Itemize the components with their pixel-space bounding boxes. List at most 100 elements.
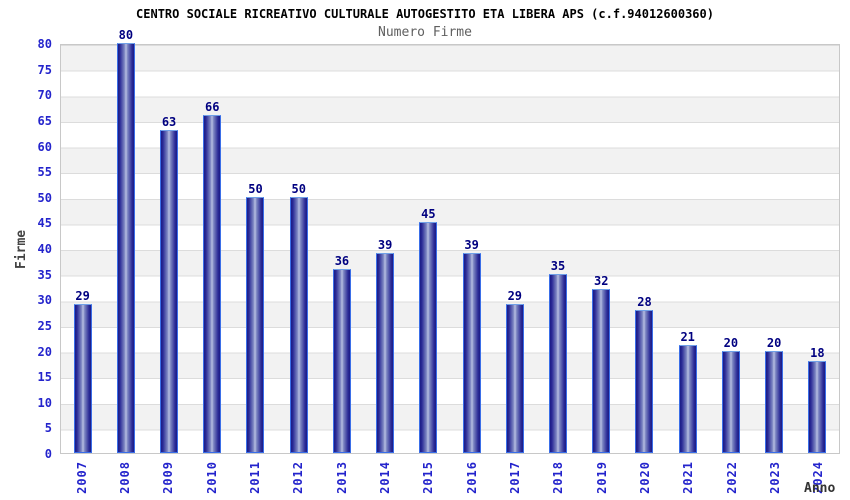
bar-slot-2023: 20 [753, 45, 796, 453]
x-tick-label-2020: 2020 [637, 461, 652, 494]
chart-subtitle: Numero Firme [378, 25, 472, 40]
y-tick-label-60: 60 [37, 139, 52, 154]
y-tick-label-45: 45 [37, 216, 52, 231]
bar-slot-2012: 50 [277, 45, 320, 453]
x-tick-label-2015: 2015 [421, 461, 436, 494]
x-slot-2018: 2018 [537, 461, 580, 499]
x-slot-2014: 2014 [363, 461, 406, 499]
bar-value-label-2011: 50 [248, 181, 263, 196]
y-axis: 0 5 10 15 20 25 30 35 40 45 50 55 60 65 70 75 80 [0, 37, 52, 461]
bar-slot-2020: 28 [623, 45, 666, 453]
bar-2016: 39 [462, 238, 481, 453]
y-tick-label-40: 40 [37, 242, 52, 256]
bar-value-label-2018: 35 [550, 258, 566, 273]
y-tick-label-55: 55 [37, 165, 52, 180]
x-tick-label-2009: 2009 [161, 461, 176, 494]
x-slot-2022: 2022 [710, 461, 753, 499]
bar-slot-2016: 39 [450, 45, 493, 453]
bar-value-label-2015: 45 [421, 207, 436, 222]
x-tick-label-2019: 2019 [594, 461, 609, 494]
x-slot-2019: 2019 [580, 461, 623, 499]
bar-2017: 29 [505, 289, 524, 453]
bar-2014: 39 [376, 238, 395, 453]
y-tick-label-20: 20 [37, 344, 52, 359]
bar-2008: 80 [116, 28, 135, 453]
bar-value-label-2016: 39 [464, 238, 479, 253]
x-slot-2016: 2016 [450, 461, 493, 499]
x-slot-2023: 2023 [753, 461, 796, 499]
y-tick-label-5: 5 [44, 421, 52, 436]
x-tick-label-2021: 2021 [681, 461, 696, 494]
y-tick-label-35: 35 [37, 267, 52, 282]
bar-slot-2024: 18 [796, 45, 839, 453]
x-tick-label-2011: 2011 [247, 461, 262, 494]
x-slot-2007: 2007 [60, 461, 103, 499]
bar-2018: 35 [549, 259, 568, 453]
bar-2010: 66 [203, 100, 222, 453]
x-slot-2015: 2015 [407, 461, 450, 499]
bar-value-label-2021: 21 [680, 330, 695, 345]
bar-value-label-2008: 80 [118, 28, 134, 42]
x-slot-2012: 2012 [277, 461, 320, 499]
x-slot-2009: 2009 [147, 461, 190, 499]
bar-slot-2021: 21 [666, 45, 709, 453]
bar-slot-2009: 63 [147, 45, 190, 453]
x-slot-2017: 2017 [493, 461, 536, 499]
bar-slot-2010: 66 [191, 45, 234, 453]
bar-2024: 18 [808, 346, 827, 453]
x-tick-label-2017: 2017 [507, 461, 522, 494]
bar-slot-2019: 32 [580, 45, 623, 453]
bar-value-label-2020: 28 [637, 294, 652, 309]
bar-2020: 28 [635, 295, 654, 453]
bar-slot-2011: 50 [234, 45, 277, 453]
bar-value-label-2022: 20 [723, 335, 739, 350]
x-tick-label-2012: 2012 [291, 461, 306, 494]
x-tick-label-2013: 2013 [334, 461, 349, 494]
bar-value-label-2013: 36 [334, 253, 350, 268]
x-axis-title: Anno [804, 481, 836, 496]
y-tick-label-80: 80 [37, 37, 52, 51]
bar-value-label-2007: 29 [75, 289, 90, 304]
bar-2023: 20 [765, 336, 784, 453]
bar-value-label-2009: 63 [161, 115, 177, 130]
bar-value-label-2019: 32 [594, 274, 609, 288]
bar-2019: 32 [592, 274, 611, 453]
bar-2022: 20 [721, 336, 740, 453]
y-tick-label-30: 30 [37, 293, 52, 308]
x-slot-2021: 2021 [667, 461, 710, 499]
y-tick-label-0: 0 [44, 447, 52, 461]
y-tick-label-25: 25 [37, 318, 52, 333]
x-tick-label-2008: 2008 [117, 461, 132, 494]
bar-2021: 21 [678, 330, 697, 453]
bar-slot-2007: 29 [61, 45, 104, 453]
x-tick-label-2023: 2023 [767, 461, 782, 494]
x-slot-2013: 2013 [320, 461, 363, 499]
bar-2015: 45 [419, 207, 438, 453]
y-tick-label-75: 75 [37, 62, 52, 77]
bar-slot-2008: 80 [104, 28, 147, 453]
x-axis: 2007 2008 2009 2010 2011 2012 2013 2014 2015 2016… [60, 461, 840, 499]
bar-value-label-2014: 39 [377, 238, 393, 253]
bar-slot-2015: 45 [407, 45, 450, 453]
bar-slot-2013: 36 [320, 45, 363, 453]
x-tick-label-2010: 2010 [204, 461, 219, 494]
x-slot-2008: 2008 [103, 461, 146, 499]
bar-2013: 36 [332, 254, 351, 453]
x-slot-2011: 2011 [233, 461, 276, 499]
bar-2009: 63 [160, 115, 179, 453]
bar-value-label-2024: 18 [810, 345, 825, 360]
y-tick-label-15: 15 [37, 370, 52, 385]
x-tick-label-2022: 2022 [724, 461, 739, 494]
x-tick-label-2014: 2014 [377, 461, 392, 494]
x-slot-2020: 2020 [623, 461, 666, 499]
chart-title: CENTRO SOCIALE RICREATIVO CULTURALE AUTO… [136, 7, 714, 21]
bar-value-label-2012: 50 [291, 181, 306, 196]
plot-area: 29 80 63 66 50 50 36 39 45 39 29 35 32 28 21 20 20 18 [60, 28, 840, 454]
bar-value-label-2023: 20 [766, 335, 782, 350]
bar-slot-2017: 29 [493, 45, 536, 453]
y-tick-label-10: 10 [37, 395, 52, 410]
bar-value-label-2017: 29 [507, 289, 523, 304]
bars-row: 29 80 63 66 50 50 36 39 45 39 29 35 32 28 21 20 20 18 [61, 28, 839, 453]
bar-2011: 50 [246, 182, 265, 453]
